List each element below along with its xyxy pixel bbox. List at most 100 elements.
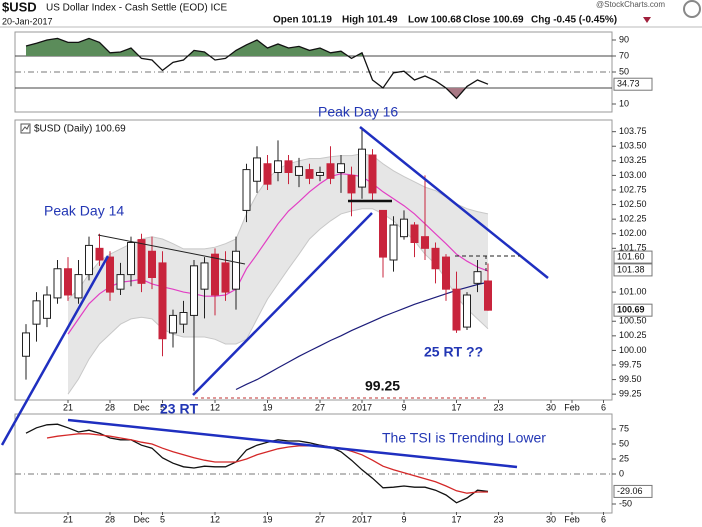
source: @StockCharts.com [596, 0, 665, 9]
candle-body [148, 250, 156, 278]
price-frame [14, 119, 613, 401]
quote-open: Open 101.19 [273, 15, 332, 26]
annotation: Peak Day 14 [44, 203, 124, 219]
y-tick-label: 90 [619, 34, 629, 44]
candle-body [169, 314, 177, 334]
y-tick-label: 103.00 [619, 170, 647, 180]
y-tick-label: 50 [619, 66, 629, 76]
value-box-label: 101.38 [617, 264, 645, 274]
candle-body [295, 166, 303, 176]
trend-line [192, 212, 373, 396]
value-box-label: -29.06 [617, 486, 643, 496]
candle-body [106, 256, 114, 293]
candle-body [421, 236, 429, 249]
candle-body [274, 160, 282, 173]
y-tick-label: 100.25 [619, 330, 647, 340]
y-tick-label: -50 [619, 498, 632, 508]
y-tick-label: 0 [619, 468, 624, 478]
y-tick-label: 100.00 [619, 345, 647, 355]
legend-text: $USD (Daily) 100.69 [34, 124, 126, 135]
y-tick-label: 102.25 [619, 214, 647, 224]
y-tick-label: 10 [619, 98, 629, 108]
value-box-label: 34.73 [617, 79, 640, 89]
y-tick-label: 101.75 [619, 243, 647, 253]
logo [683, 0, 701, 18]
x-tick-label: 6 [601, 514, 606, 524]
candle-body [326, 163, 335, 179]
candle-body [221, 262, 230, 293]
y-tick-label: 99.25 [619, 389, 642, 399]
indicator-line [25, 37, 489, 100]
y-tick-label: 102.75 [619, 184, 647, 194]
candle-body [127, 242, 135, 276]
candle-body [74, 274, 83, 299]
candle-body [347, 174, 356, 194]
candle-body [379, 209, 387, 258]
value-box [613, 263, 653, 277]
candle-body [305, 169, 314, 179]
annotation: 99.25 [365, 378, 400, 394]
x-tick-label: 23 [493, 402, 503, 412]
candle-body [158, 262, 167, 340]
value-box [613, 303, 653, 317]
y-tick-label: 50 [619, 438, 629, 448]
annotation: 25 RT ?? [424, 344, 483, 360]
candle-body [316, 172, 324, 176]
drawings [0, 126, 549, 469]
down-arrow [643, 17, 651, 23]
candle-body [242, 169, 251, 211]
candle-body [232, 250, 240, 290]
value-box [613, 250, 653, 264]
candle-body [452, 288, 461, 331]
candle-body [284, 160, 293, 173]
symbol: $USD [2, 0, 37, 14]
date: 20-Jan-2017 [2, 16, 53, 26]
trend-line [0, 255, 110, 446]
tsi-frame [14, 413, 613, 514]
candle-body [484, 280, 492, 311]
x-tick-label: 6 [601, 402, 606, 412]
x-tick-label: 30 [546, 402, 556, 412]
candle-body [179, 312, 188, 325]
x-tick-label: Dec [133, 514, 150, 524]
y-tick-label: 103.25 [619, 155, 647, 165]
y-tick-label: 102.00 [619, 228, 647, 238]
y-tick-label: 25 [619, 453, 629, 463]
x-tick-label: 27 [315, 402, 325, 412]
quote-high: High 101.49 [342, 15, 398, 26]
legend-icon [20, 123, 31, 134]
legend: $USD (Daily) 100.69 [20, 123, 126, 135]
y-tick-label: 101.00 [619, 286, 647, 296]
y-tick-label: 99.50 [619, 374, 642, 384]
candle-body [442, 256, 450, 290]
candle-body [200, 262, 209, 290]
x-tick-label: 17 [451, 514, 461, 524]
candle-body [368, 154, 377, 194]
candle-body [64, 268, 72, 296]
candle-body [358, 148, 366, 188]
x-tick-label: Feb [564, 514, 580, 524]
y-tick-label: 99.75 [619, 359, 642, 369]
candle-body [32, 300, 41, 325]
candle-body [95, 247, 104, 261]
x-tick-label: 2017 [352, 514, 372, 524]
x-tick-label: 30 [546, 514, 556, 524]
x-tick-label: 17 [451, 402, 461, 412]
x-tick-label: 23 [493, 514, 503, 524]
x-tick-label: 12 [210, 402, 220, 412]
x-tick-label: 27 [315, 514, 325, 524]
candle-body [337, 163, 345, 173]
x-tick-label: 5 [160, 402, 165, 412]
candle-body [43, 294, 51, 319]
quote-change: Chg -0.45 (-0.45%) [531, 15, 617, 26]
x-tick-label: 28 [105, 402, 115, 412]
x-tick-label: 9 [401, 514, 406, 524]
y-tick-label: 102.50 [619, 199, 647, 209]
neckline [97, 234, 246, 265]
candle-body [389, 224, 398, 261]
value-box [613, 484, 653, 498]
candle-body [463, 294, 471, 328]
candle-body [85, 244, 93, 276]
